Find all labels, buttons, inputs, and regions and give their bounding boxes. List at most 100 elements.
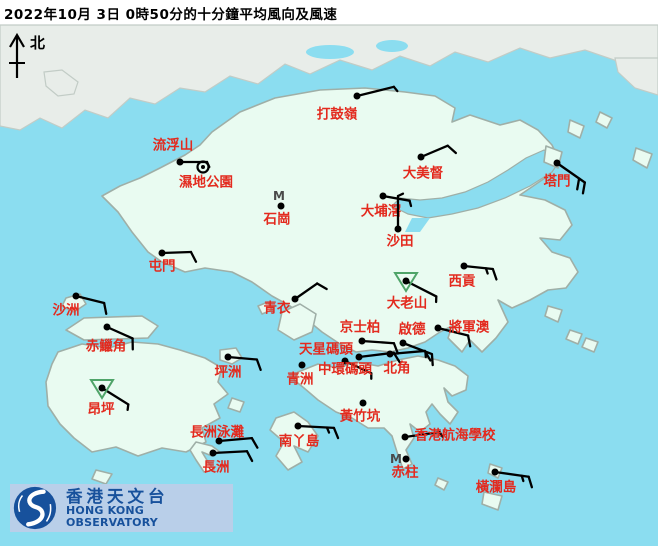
station-ta-kwu-ling: 打鼓嶺 — [317, 85, 399, 123]
station-stanley: M赤柱 — [390, 452, 419, 481]
station-label-sha-tin[interactable]: 沙田 — [387, 234, 414, 250]
station-label-ngong-ping[interactable]: 昂坪 — [88, 402, 115, 418]
wind-barb-staff — [403, 430, 441, 439]
wind-barb-staff — [381, 194, 411, 202]
station-label-tap-mun[interactable]: 塔門 — [544, 173, 571, 190]
hko-logo-name-chinese: 香港天文台 — [65, 486, 169, 506]
station-label-wong-chuk-hang[interactable]: 黃竹坑 — [339, 408, 381, 425]
hko-logo-swirl — [26, 489, 46, 527]
station-label-green-island[interactable]: 青洲 — [287, 371, 314, 388]
station-dot — [379, 192, 387, 200]
calm-wind-icon — [196, 160, 210, 174]
station-label-peng-chau[interactable]: 坪洲 — [215, 365, 242, 381]
station-label-tuen-mun[interactable]: 屯門 — [149, 258, 176, 275]
wind-barb-staff — [436, 326, 470, 337]
station-label-cheung-chau[interactable]: 長洲 — [203, 460, 230, 476]
land-new-territories — [101, 87, 579, 353]
station-label-hk-sea-school[interactable]: 香港航海學校 — [414, 427, 496, 444]
station-label-sai-kung[interactable]: 西貢 — [449, 274, 476, 290]
wind-barb-staff — [343, 359, 373, 375]
hong-kong-island — [293, 355, 469, 470]
wind-barb-feather — [325, 426, 331, 434]
station-label-tsing-yi[interactable]: 青衣 — [264, 300, 291, 317]
ninepin-islands — [581, 337, 599, 353]
reservoir — [376, 40, 408, 52]
station-ngong-ping: 昂坪 — [88, 379, 130, 418]
station-label-north-point[interactable]: 北角 — [384, 360, 411, 377]
station-dot — [417, 153, 425, 161]
station-dot — [491, 468, 499, 476]
hill-station-triangle-icon — [89, 379, 115, 400]
wind-barb-feather — [245, 450, 254, 463]
wind-barb-staff — [355, 85, 396, 98]
lantau-island — [45, 341, 229, 457]
station-label-sha-chau[interactable]: 沙洲 — [53, 303, 80, 319]
station-label-tai-mei-tuk[interactable]: 大美督 — [403, 165, 444, 182]
po-toi — [481, 491, 503, 511]
station-label-star-ferry[interactable]: 天星碼頭 — [299, 342, 353, 358]
station-label-waglan-island[interactable]: 橫瀾島 — [476, 479, 517, 496]
wind-barb-staff — [493, 470, 530, 478]
shatin-inlet — [405, 218, 430, 232]
station-label-chek-lap-kok[interactable]: 赤鱲角 — [86, 338, 127, 355]
title-strip — [0, 0, 658, 25]
wind-barb-feather — [396, 192, 405, 198]
station-label-kings-park[interactable]: 京士柏 — [340, 319, 381, 336]
wind-barb-feather — [430, 352, 434, 367]
station-dot — [103, 323, 111, 331]
station-label-cheung-chau-beach[interactable]: 長洲泳灘 — [190, 424, 244, 441]
wind-barb-feather — [520, 474, 525, 483]
islet — [565, 329, 583, 345]
station-peng-chau: 坪洲 — [215, 353, 262, 381]
wind-barb-feather — [466, 334, 472, 348]
wind-barb-staff — [293, 282, 319, 301]
station-green-island: 青洲 — [287, 361, 314, 388]
wind-barb-feather — [250, 436, 259, 449]
mainland-east — [614, 57, 658, 96]
station-dot — [434, 324, 442, 332]
station-label-central-pier[interactable]: 中環碼頭 — [318, 361, 372, 378]
station-dot — [158, 249, 166, 257]
station-dot — [460, 262, 468, 270]
islet — [544, 305, 563, 323]
hko-logo[interactable]: 香港天文台 HONG KONG OBSERVATORY — [10, 484, 233, 532]
wind-barb-staff — [211, 450, 249, 455]
station-sha-chau: 沙洲 — [53, 292, 108, 319]
wind-barb-staff — [105, 325, 134, 340]
station-label-stanley[interactable]: 赤柱 — [392, 464, 419, 481]
station-dot — [386, 350, 394, 358]
station-label-wetland-park[interactable]: 濕地公園 — [179, 174, 233, 191]
station-label-lau-fau-shan[interactable]: 流浮山 — [153, 137, 194, 154]
station-label-lamma-island[interactable]: 南丫島 — [279, 433, 320, 450]
station-label-tai-po-kau[interactable]: 大埔滘 — [361, 203, 402, 220]
north-label: 北 — [30, 34, 45, 52]
station-label-kai-tak[interactable]: 啟德 — [399, 321, 426, 338]
station-chek-lap-kok: 赤鱲角 — [86, 323, 134, 355]
station-dot — [553, 159, 561, 167]
wind-barb-feather — [527, 475, 534, 489]
station-dot — [401, 433, 409, 441]
station-tseung-kwan-o: 將軍澳 — [434, 319, 490, 348]
station-dot — [359, 399, 367, 407]
station-dot — [209, 449, 217, 457]
station-shek-kong: M 石崗 — [263, 189, 291, 228]
wind-barb-staff — [226, 355, 259, 361]
station-north-point: 北角 — [384, 349, 432, 377]
station-dot — [355, 353, 363, 361]
hill-station-triangle-icon — [393, 272, 419, 293]
station-dot — [201, 165, 205, 169]
missing-data-flag: M — [390, 452, 402, 466]
north-arrow-head — [9, 32, 25, 48]
wind-barb-staff — [74, 294, 106, 305]
station-label-tates-cairn[interactable]: 大老山 — [387, 295, 428, 312]
islet — [595, 111, 613, 129]
station-label-shek-kong[interactable]: 石崗 — [263, 211, 291, 228]
wind-barb-staff — [160, 250, 193, 255]
station-tai-po-kau: 大埔滘 — [361, 192, 413, 220]
station-sha-tin: 沙田 — [387, 192, 414, 250]
station-dot — [358, 337, 366, 345]
station-label-tseung-kwan-o[interactable]: 將軍澳 — [449, 319, 490, 336]
station-label-ta-kwu-ling[interactable]: 打鼓嶺 — [317, 106, 358, 123]
